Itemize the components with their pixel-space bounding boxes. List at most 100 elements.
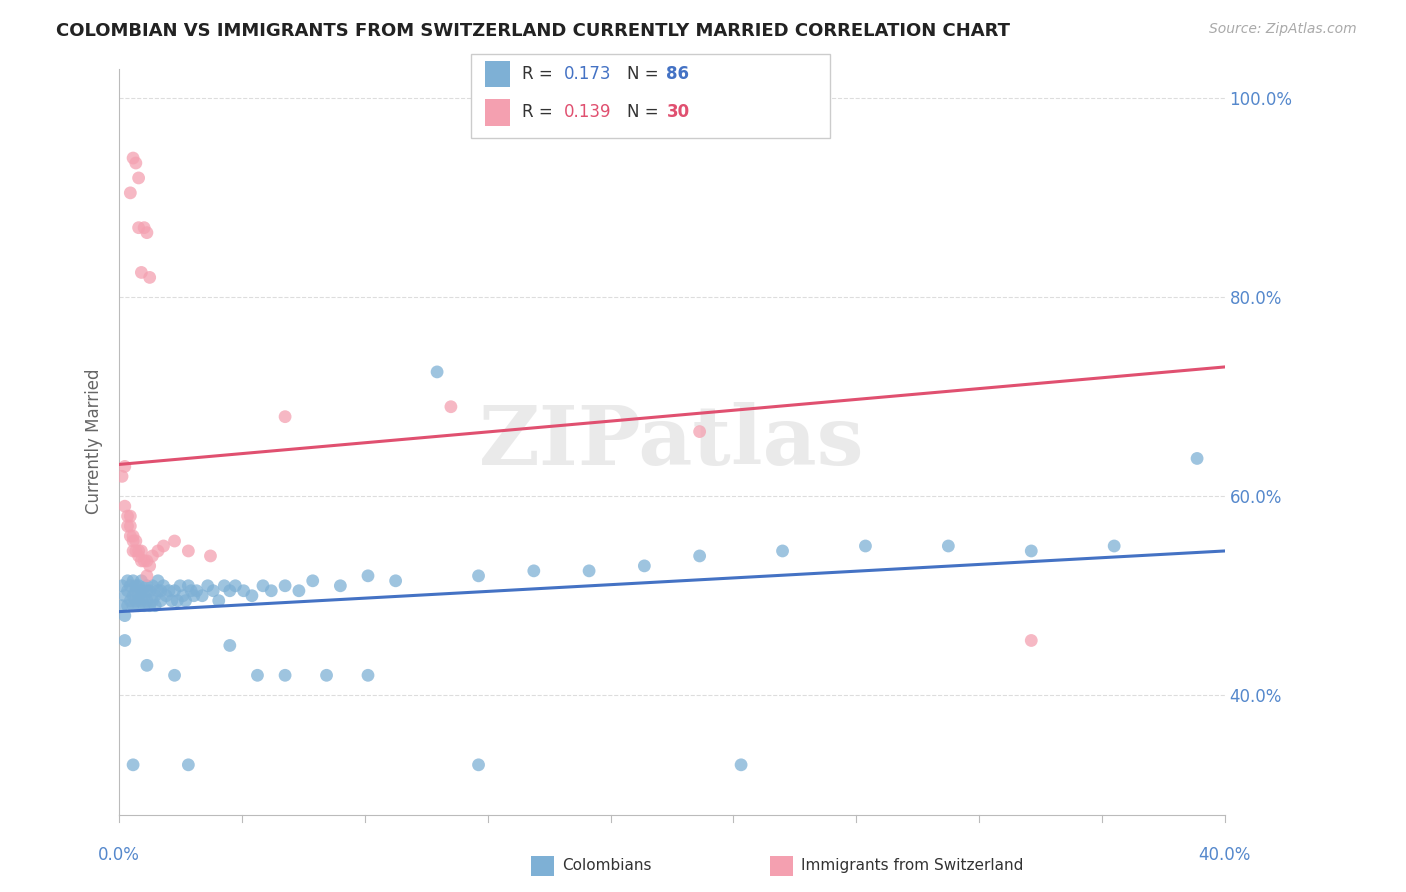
Point	[122, 574, 145, 588]
Point	[191, 589, 214, 603]
Text: N =: N =	[627, 103, 664, 121]
Point	[128, 599, 150, 613]
Point	[143, 599, 166, 613]
Point	[1019, 544, 1042, 558]
Point	[120, 593, 142, 607]
Point	[141, 579, 163, 593]
Point	[633, 558, 655, 573]
Text: ZIPatlas: ZIPatlas	[479, 401, 865, 482]
Point	[120, 579, 142, 593]
Point	[246, 668, 269, 682]
Point	[1102, 539, 1125, 553]
Point	[128, 170, 150, 185]
Point	[183, 589, 205, 603]
Point	[114, 589, 136, 603]
Point	[131, 544, 153, 558]
Point	[134, 554, 156, 568]
Point	[135, 569, 157, 583]
Point	[146, 583, 169, 598]
Point	[578, 564, 600, 578]
Point	[135, 579, 157, 593]
Point	[141, 549, 163, 563]
Point	[146, 544, 169, 558]
Point	[163, 534, 186, 549]
Point	[1019, 633, 1042, 648]
Text: R =: R =	[522, 103, 558, 121]
Point	[125, 156, 148, 170]
Point	[131, 583, 153, 598]
Point	[138, 270, 160, 285]
Point	[200, 549, 222, 563]
Point	[169, 579, 191, 593]
Point	[157, 583, 180, 598]
Point	[120, 509, 142, 524]
Point	[197, 579, 219, 593]
Text: Source: ZipAtlas.com: Source: ZipAtlas.com	[1209, 22, 1357, 37]
Point	[138, 558, 160, 573]
Point	[467, 569, 489, 583]
Point	[134, 220, 156, 235]
Point	[125, 579, 148, 593]
Point	[146, 574, 169, 588]
Point	[315, 668, 337, 682]
Point	[128, 544, 150, 558]
Point	[128, 549, 150, 563]
Point	[120, 519, 142, 533]
Point	[114, 608, 136, 623]
Text: Colombians: Colombians	[562, 858, 652, 872]
Point	[202, 583, 225, 598]
Point	[208, 593, 231, 607]
Text: R =: R =	[522, 65, 558, 83]
Point	[135, 554, 157, 568]
Point	[224, 579, 246, 593]
Point	[125, 583, 148, 598]
Text: 86: 86	[666, 65, 689, 83]
Point	[214, 579, 236, 593]
Point	[141, 593, 163, 607]
Point	[135, 226, 157, 240]
Point	[166, 593, 188, 607]
Point	[122, 599, 145, 613]
Point	[160, 593, 183, 607]
Point	[252, 579, 274, 593]
Point	[114, 459, 136, 474]
Text: 0.0%: 0.0%	[98, 846, 141, 863]
Point	[143, 589, 166, 603]
Point	[125, 593, 148, 607]
Point	[155, 589, 177, 603]
Point	[218, 639, 240, 653]
Point	[111, 599, 134, 613]
Point	[149, 593, 172, 607]
Text: 30: 30	[666, 103, 689, 121]
Point	[274, 668, 297, 682]
Point	[125, 534, 148, 549]
Point	[177, 544, 200, 558]
Point	[128, 589, 150, 603]
Point	[114, 499, 136, 513]
Point	[260, 583, 283, 598]
Point	[117, 583, 139, 598]
Point	[135, 583, 157, 598]
Point	[138, 583, 160, 598]
Point	[177, 579, 200, 593]
Point	[122, 544, 145, 558]
Point	[122, 151, 145, 165]
Point	[172, 589, 194, 603]
Point	[120, 186, 142, 200]
Point	[177, 757, 200, 772]
Point	[384, 574, 406, 588]
Point	[301, 574, 323, 588]
Point	[131, 554, 153, 568]
Point	[131, 574, 153, 588]
Point	[152, 579, 174, 593]
Point	[186, 583, 208, 598]
Point	[138, 599, 160, 613]
Point	[117, 574, 139, 588]
Point	[122, 529, 145, 543]
Point	[174, 593, 197, 607]
Point	[730, 757, 752, 772]
Y-axis label: Currently Married: Currently Married	[86, 368, 103, 515]
Point	[120, 529, 142, 543]
Point	[135, 658, 157, 673]
Point	[689, 549, 711, 563]
